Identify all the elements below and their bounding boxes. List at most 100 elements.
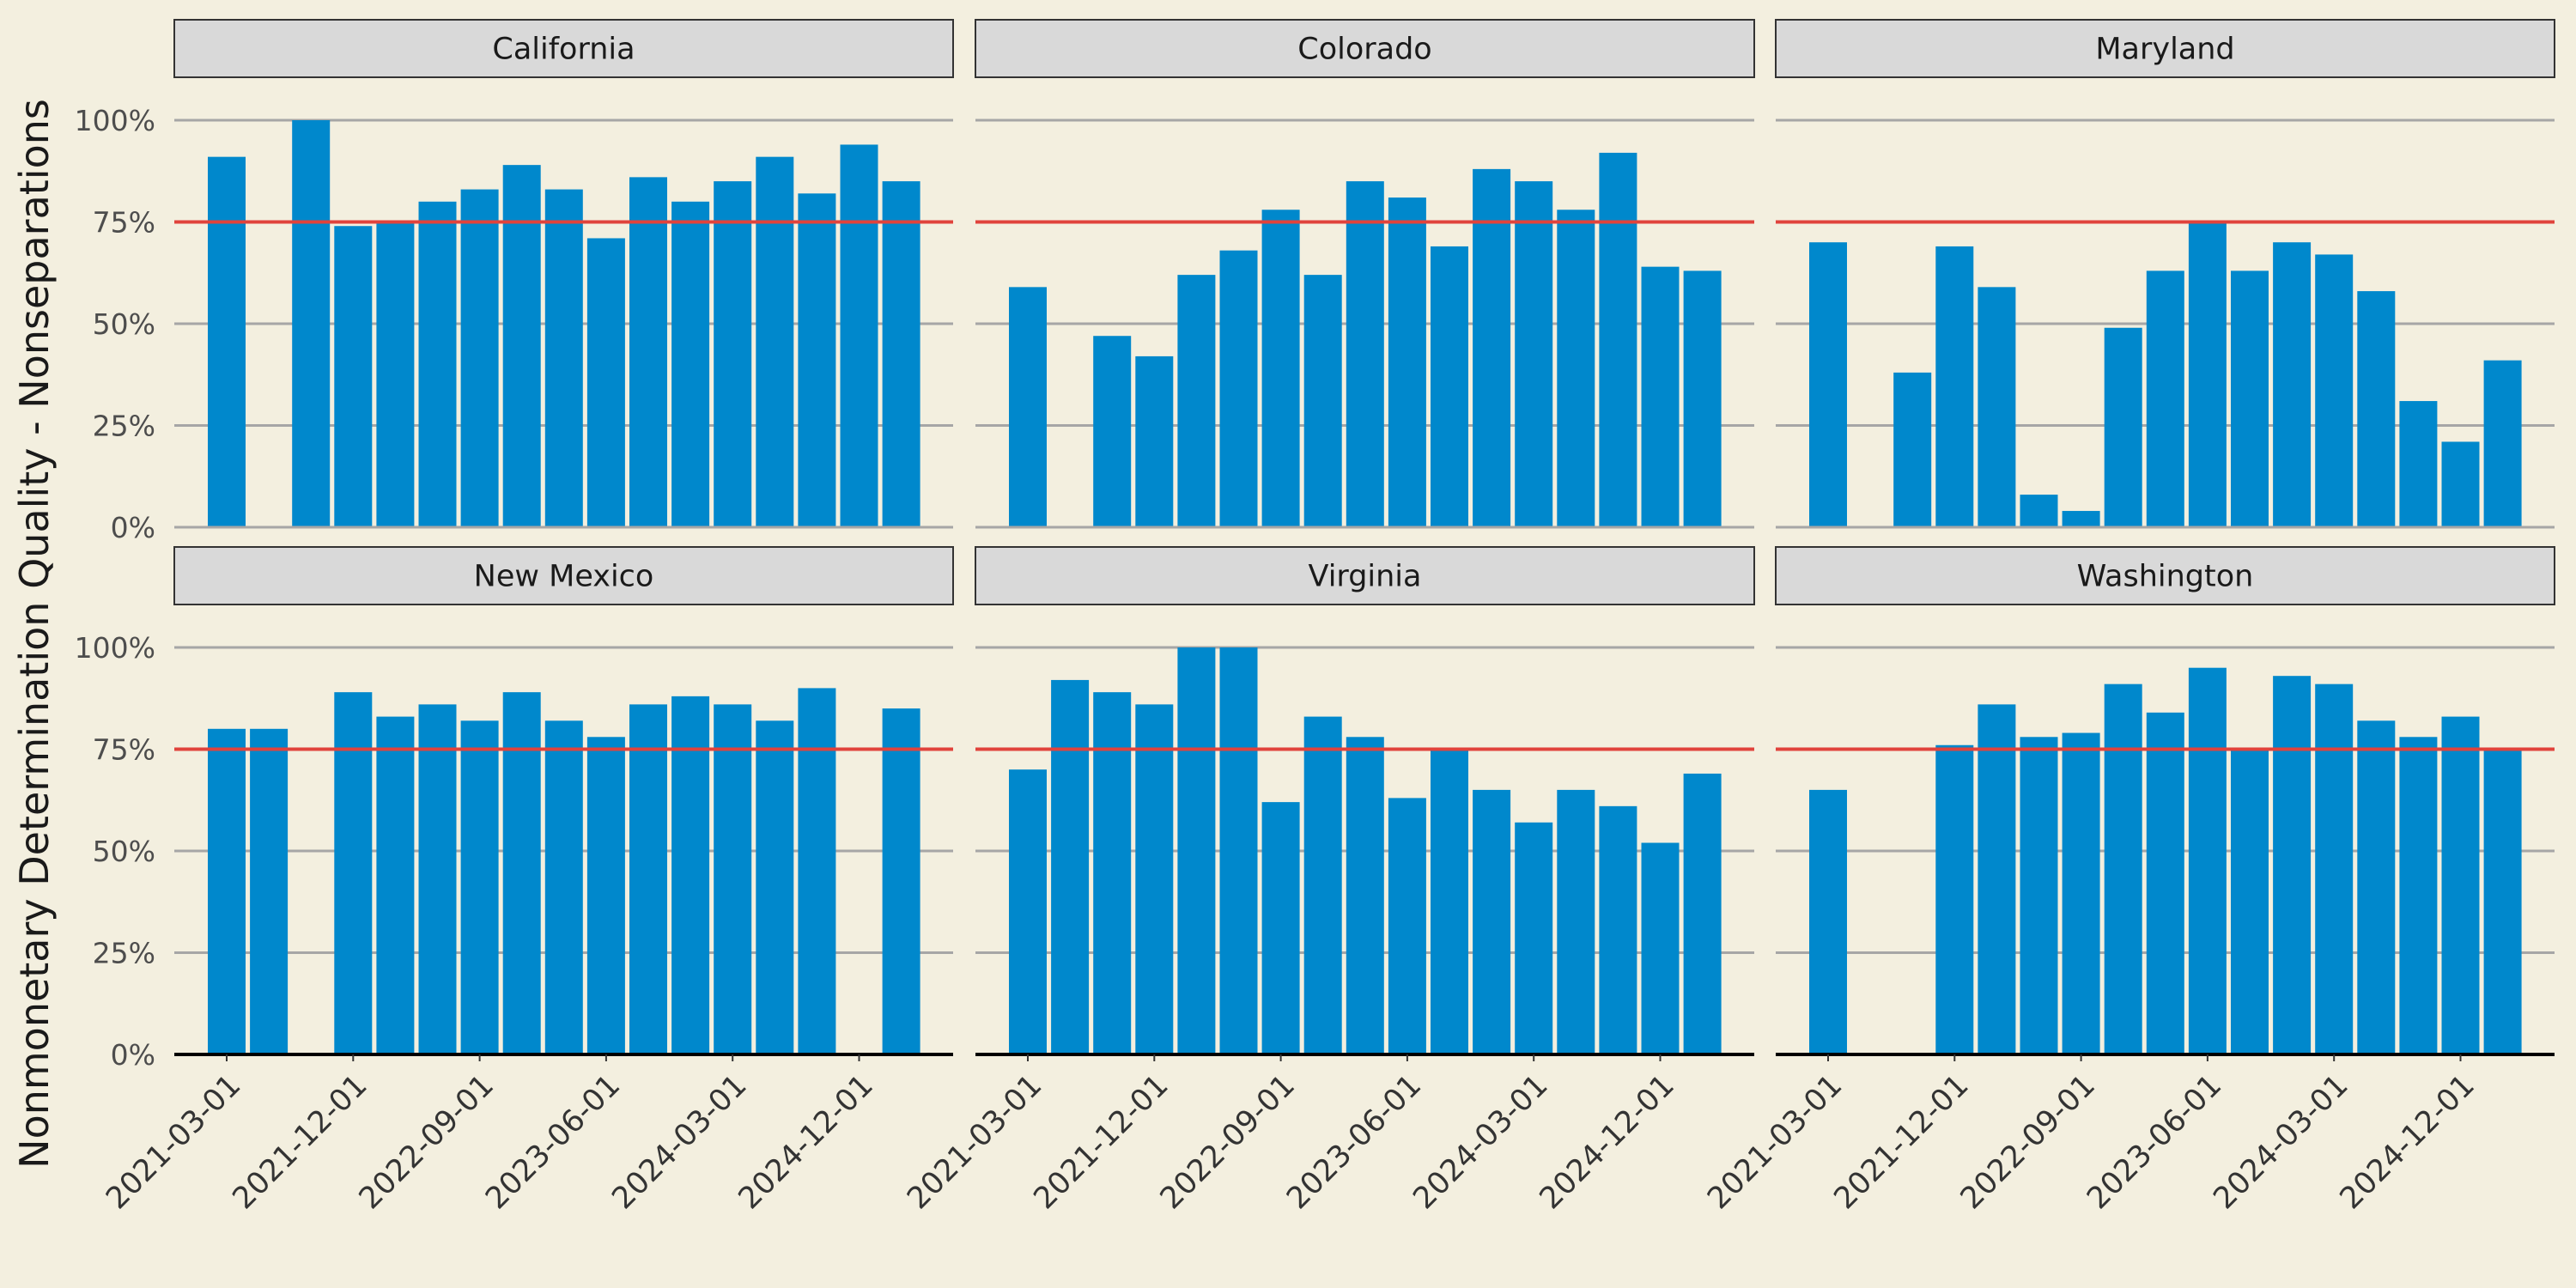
- bar: [1261, 802, 1300, 1054]
- bar: [1935, 246, 1974, 527]
- bar: [2231, 749, 2269, 1054]
- bar: [1303, 275, 1342, 527]
- bar: [1893, 372, 1932, 527]
- bar: [798, 688, 836, 1054]
- bar: [586, 737, 625, 1054]
- y-tick-label: 100%: [75, 631, 155, 665]
- bar: [334, 692, 373, 1054]
- x-tick-label: 2024-12-01: [1534, 1068, 1681, 1216]
- y-tick-label: 50%: [93, 835, 155, 868]
- bar: [714, 181, 752, 527]
- x-tick-label: 2021-12-01: [227, 1068, 374, 1216]
- facet-label: Washington: [2077, 560, 2254, 594]
- bar: [1978, 704, 2016, 1054]
- facet-panels: California 0% 25% 50% 75% 100% Colorado Marylan…: [75, 19, 2555, 1216]
- bar: [2357, 291, 2396, 527]
- bar: [2399, 737, 2438, 1054]
- x-tick-label: 2022-09-01: [353, 1068, 501, 1216]
- bar: [1388, 197, 1426, 527]
- bar: [1599, 805, 1637, 1054]
- panel-california: California 0% 25% 50% 75% 100%: [75, 19, 954, 544]
- bar: [629, 177, 667, 528]
- bar: [208, 156, 246, 527]
- y-axis-title: Nonmonetary Determination Quality - Nons…: [11, 99, 58, 1169]
- bar: [2357, 720, 2396, 1054]
- bar: [2104, 683, 2142, 1054]
- x-tick-label: 2023-06-01: [1280, 1068, 1428, 1216]
- bar: [1431, 246, 1468, 527]
- bar: [2315, 254, 2354, 527]
- bar: [1261, 210, 1300, 527]
- bar: [2441, 716, 2480, 1054]
- x-tick-label: 2021-12-01: [1828, 1068, 1976, 1216]
- bar: [671, 696, 710, 1054]
- panel-new-mexico: New Mexico 0% 25% 50% 75% 100% 2021-03-012021-…: [75, 546, 954, 1216]
- bar: [1683, 773, 1722, 1054]
- bar: [1346, 181, 1384, 527]
- bar: [1135, 704, 1174, 1054]
- bar: [2188, 222, 2227, 527]
- y-tick-label: 0%: [111, 511, 155, 544]
- panel-colorado: Colorado: [975, 19, 1755, 529]
- facet-strip: [975, 546, 1755, 605]
- bar: [1093, 336, 1132, 527]
- y-tick-label: 0%: [111, 1038, 155, 1072]
- y-tick-label: 25%: [93, 410, 155, 443]
- x-tick-label: 2024-12-01: [2334, 1068, 2482, 1216]
- bar: [2483, 360, 2522, 527]
- bar: [1515, 181, 1553, 527]
- bar: [1935, 744, 1974, 1054]
- bar: [544, 720, 583, 1054]
- facet-strip: [1775, 546, 2555, 605]
- facet-strip: [173, 546, 954, 605]
- bar: [2062, 511, 2100, 527]
- bar: [1135, 355, 1174, 527]
- bar: [2104, 327, 2142, 527]
- bar: [2146, 712, 2184, 1054]
- facet-label: California: [492, 33, 635, 67]
- y-tick-label: 25%: [93, 937, 155, 970]
- bar: [1303, 716, 1342, 1054]
- bar: [1093, 692, 1132, 1054]
- panel-maryland: Maryland: [1775, 19, 2555, 529]
- facet-label: New Mexico: [474, 560, 654, 594]
- bar: [1599, 152, 1637, 528]
- x-tick-label: 2021-03-01: [901, 1068, 1048, 1216]
- panel-virginia: Virginia2021-03-012021-12-012022-09-0120…: [901, 546, 1755, 1216]
- bar: [2062, 732, 2100, 1054]
- x-tick-label: 2023-06-01: [2081, 1068, 2228, 1216]
- bar: [1219, 250, 1258, 527]
- x-tick-label: 2022-09-01: [1954, 1068, 2102, 1216]
- bar: [334, 226, 373, 527]
- x-tick-label: 2023-06-01: [479, 1068, 627, 1216]
- bar: [1051, 679, 1090, 1054]
- facet-label: Virginia: [1309, 560, 1422, 594]
- y-tick-label: 75%: [93, 733, 155, 767]
- bar: [460, 189, 499, 527]
- bar: [2441, 441, 2480, 527]
- bar: [1346, 737, 1384, 1054]
- bar: [376, 222, 415, 527]
- bar: [586, 238, 625, 527]
- bar: [2273, 676, 2312, 1054]
- bar: [756, 156, 794, 527]
- y-tick-label: 100%: [75, 104, 155, 137]
- bar: [882, 708, 920, 1054]
- facet-strip: [173, 19, 954, 78]
- bar: [1809, 789, 1847, 1054]
- bar: [714, 704, 752, 1054]
- bar: [2483, 749, 2522, 1054]
- facet-strip: [975, 19, 1755, 78]
- y-tick-label: 50%: [93, 307, 155, 341]
- facet-label: Maryland: [2095, 33, 2234, 67]
- bar: [1683, 270, 1722, 527]
- x-tick-label: 2024-03-01: [1406, 1068, 1554, 1216]
- bar: [376, 716, 415, 1054]
- bar: [2020, 737, 2058, 1054]
- x-tick-label: 2021-03-01: [1701, 1068, 1849, 1216]
- x-tick-label: 2021-03-01: [100, 1068, 247, 1216]
- bar: [2399, 401, 2438, 527]
- bar: [502, 692, 541, 1054]
- x-tick-label: 2024-12-01: [732, 1068, 880, 1216]
